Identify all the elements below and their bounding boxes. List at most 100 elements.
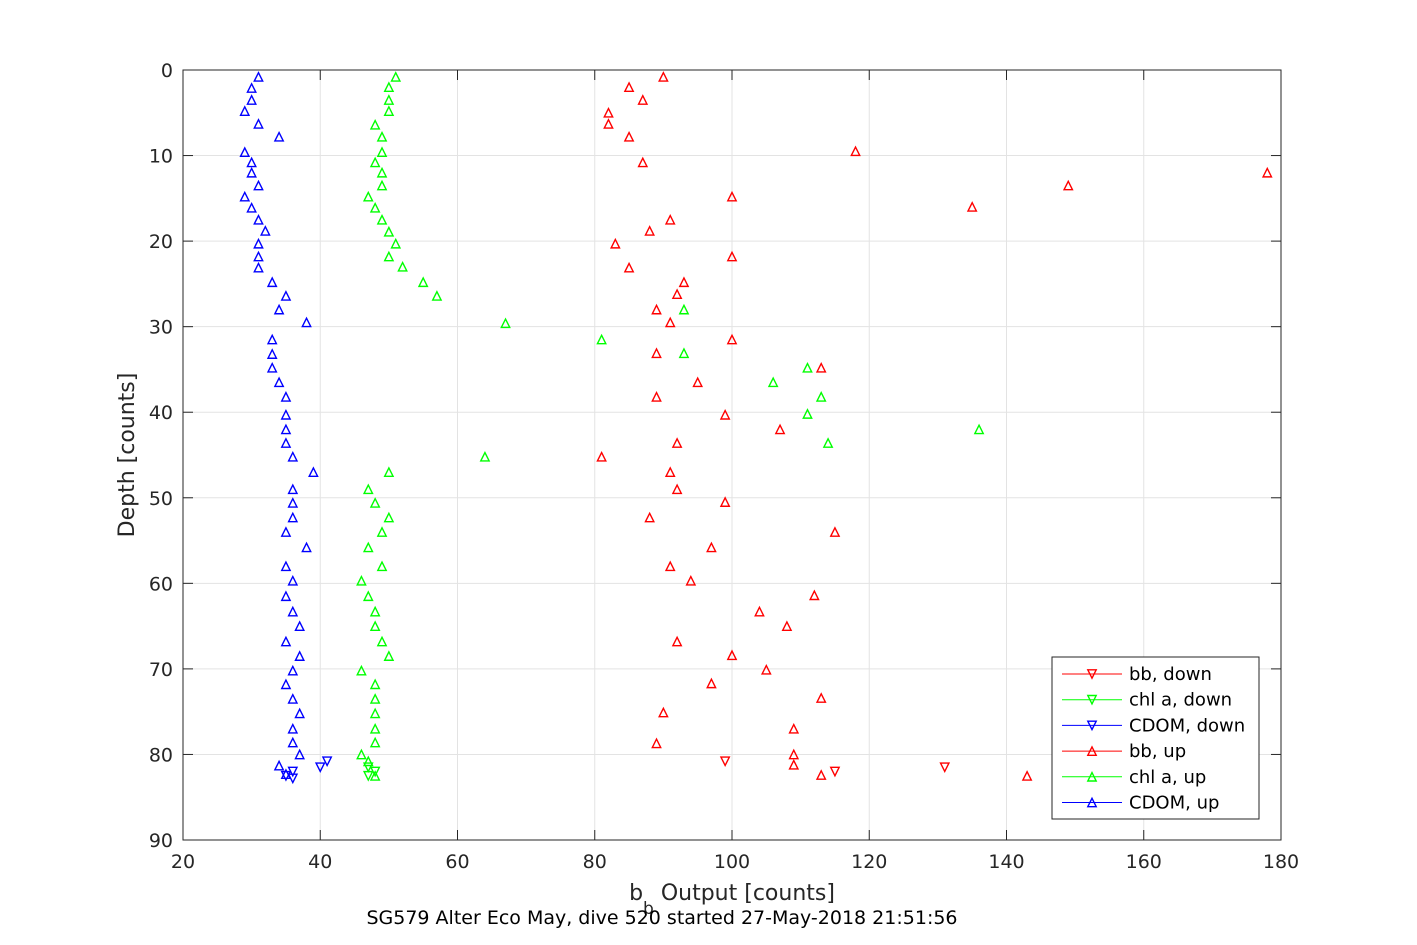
- x-axis-label: bb Output [counts]: [629, 881, 835, 919]
- data-point: [829, 766, 841, 778]
- y-tick-label: 80: [149, 744, 173, 766]
- data-point: [1261, 166, 1273, 178]
- data-point: [266, 333, 278, 345]
- series-bb-down: [719, 756, 951, 778]
- y-tick-label: 90: [149, 830, 173, 852]
- data-point: [369, 707, 381, 719]
- data-point: [239, 190, 251, 202]
- data-point: [383, 511, 395, 523]
- data-point: [246, 156, 257, 168]
- data-point: [280, 409, 292, 420]
- legend-entry-label: bb, down: [1129, 664, 1212, 685]
- data-point: [294, 707, 305, 719]
- data-point: [362, 190, 374, 202]
- data-point: [260, 225, 271, 236]
- x-tick-label: 180: [1263, 851, 1299, 873]
- data-point: [287, 605, 299, 617]
- series-chl-a-up: [356, 71, 985, 781]
- x-tick-label: 20: [171, 851, 195, 873]
- data-point: [706, 541, 717, 553]
- data-point: [246, 82, 257, 93]
- data-point: [280, 768, 292, 780]
- data-point: [287, 664, 299, 676]
- data-point: [383, 466, 395, 478]
- data-point: [287, 723, 299, 734]
- data-point: [671, 483, 683, 495]
- x-axis-label-rest: Output [counts]: [654, 881, 835, 906]
- x-tick-label: 120: [851, 851, 887, 873]
- legend-marker: [1086, 771, 1098, 782]
- data-point: [671, 288, 683, 300]
- data-point: [809, 589, 820, 601]
- data-point: [390, 237, 402, 249]
- data-point: [280, 290, 292, 301]
- data-point: [678, 347, 690, 359]
- data-point: [767, 376, 779, 388]
- data-point: [788, 758, 800, 770]
- data-point: [719, 756, 731, 768]
- data-point: [623, 81, 635, 93]
- data-point: [726, 649, 738, 661]
- y-axis-label: Depth [counts]: [115, 373, 140, 538]
- legend-marker: [1086, 694, 1098, 706]
- data-point: [644, 511, 655, 523]
- data-point: [287, 511, 299, 523]
- data-point: [280, 678, 292, 690]
- data-point: [253, 250, 264, 262]
- data-point: [287, 575, 299, 586]
- data-point: [369, 118, 381, 130]
- data-point: [754, 605, 765, 617]
- data-point: [280, 423, 292, 435]
- data-point: [253, 261, 264, 273]
- data-point: [623, 130, 635, 142]
- data-point: [280, 635, 292, 647]
- data-point: [294, 620, 305, 632]
- x-tick-label: 140: [988, 851, 1024, 873]
- x-tick-label: 160: [1126, 851, 1162, 873]
- data-point: [760, 663, 772, 675]
- data-point: [369, 201, 381, 213]
- data-point: [253, 118, 264, 129]
- data-point: [500, 317, 511, 329]
- data-point: [1021, 770, 1033, 781]
- data-point: [280, 437, 292, 448]
- data-point: [802, 408, 813, 419]
- data-point: [431, 290, 443, 301]
- data-point: [273, 130, 285, 142]
- data-point: [781, 620, 793, 632]
- data-point: [651, 347, 662, 359]
- data-point: [369, 497, 381, 508]
- y-tick-label: 70: [149, 659, 173, 681]
- data-point: [369, 693, 381, 704]
- legend-box: [1051, 656, 1260, 820]
- data-point: [596, 333, 607, 345]
- data-point: [815, 692, 827, 703]
- data-point: [369, 605, 381, 617]
- x-tick-label: 80: [583, 851, 607, 873]
- data-point: [280, 590, 292, 602]
- legend: bb, down chl a, down CDOM, down bb, up chl a…: [1051, 656, 1260, 820]
- legend-marker: [1086, 745, 1098, 756]
- data-point: [815, 361, 827, 373]
- data-point: [280, 560, 292, 572]
- data-point: [719, 496, 731, 507]
- data-point: [294, 748, 305, 760]
- data-point: [644, 225, 655, 236]
- y-tick-label: 30: [149, 317, 173, 339]
- data-point: [376, 179, 388, 191]
- data-point: [658, 706, 669, 718]
- data-point: [369, 770, 381, 781]
- data-point: [246, 166, 257, 178]
- series-bb-up: [596, 71, 1273, 781]
- data-point: [356, 575, 367, 586]
- data-point: [774, 423, 786, 435]
- data-point: [246, 201, 257, 213]
- data-point: [253, 179, 264, 191]
- data-point: [273, 759, 285, 771]
- data-point: [939, 762, 951, 774]
- data-point: [280, 526, 292, 537]
- figure-caption: SG579 Alter Eco May, dive 520 started 27…: [366, 907, 957, 929]
- data-point: [603, 118, 614, 129]
- data-point: [287, 736, 299, 748]
- series-chl-a-down: [362, 762, 381, 782]
